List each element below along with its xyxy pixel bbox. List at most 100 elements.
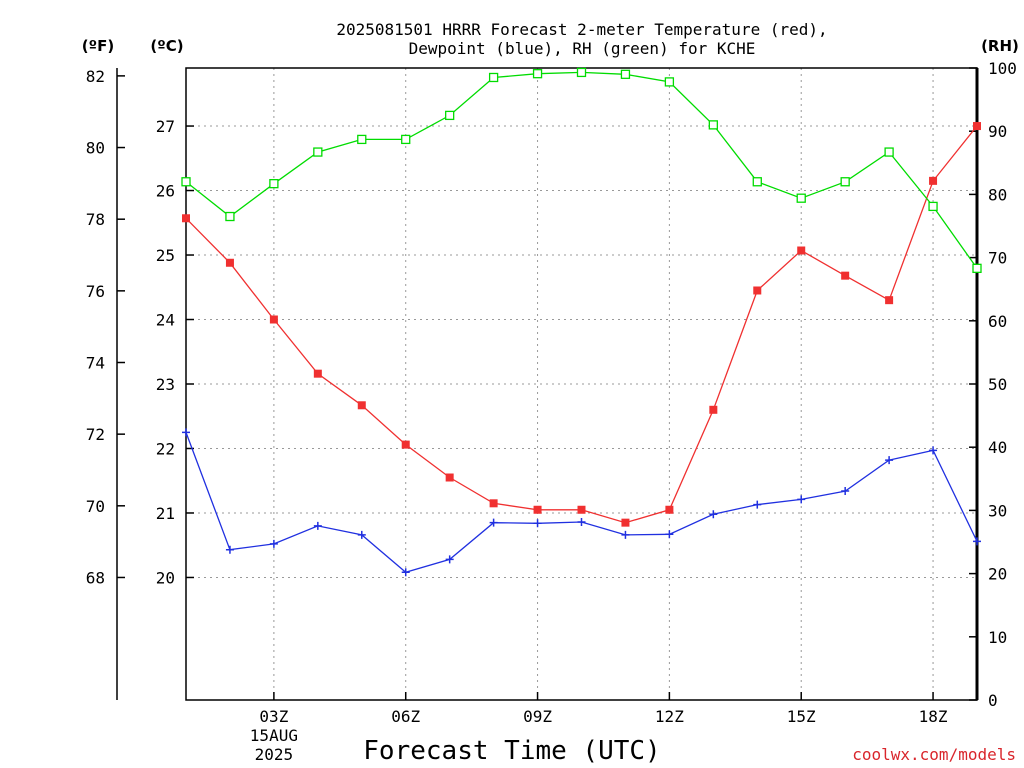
dewpoint-point bbox=[929, 446, 938, 455]
celsius-tick-label: 27 bbox=[156, 117, 175, 136]
rh-point bbox=[620, 69, 631, 79]
temperature-point bbox=[753, 286, 762, 295]
fahrenheit-unit-label: (ºF) bbox=[82, 37, 114, 55]
rh-point bbox=[752, 177, 762, 187]
celsius-tick-label: 26 bbox=[156, 182, 175, 201]
temperature-point bbox=[577, 505, 586, 514]
temperature-point bbox=[357, 401, 366, 410]
rh-tick-label: 70 bbox=[988, 249, 1007, 268]
chart-title-line2: Dewpoint (blue), RH (green) for KCHE bbox=[409, 39, 756, 58]
dewpoint-point bbox=[621, 530, 630, 539]
rh-point bbox=[357, 134, 367, 145]
dewpoint-point bbox=[533, 519, 542, 528]
dewpoint-point bbox=[225, 545, 234, 554]
rh-point bbox=[401, 134, 411, 145]
rh-tick-label: 60 bbox=[988, 312, 1007, 331]
temperature-point bbox=[313, 369, 322, 378]
rh-point bbox=[928, 201, 938, 212]
temperature-point bbox=[401, 440, 410, 449]
chart-title-line1: 2025081501 HRRR Forecast 2-meter Tempera… bbox=[336, 20, 827, 39]
rh-point bbox=[488, 72, 499, 83]
temperature-point bbox=[665, 505, 674, 514]
fahrenheit-tick-label: 76 bbox=[86, 282, 105, 301]
rh-point bbox=[884, 147, 894, 157]
rh-point bbox=[972, 263, 982, 273]
fahrenheit-tick-label: 70 bbox=[86, 497, 105, 516]
temperature-point bbox=[225, 258, 234, 267]
dewpoint-point bbox=[885, 456, 894, 465]
temperature-point bbox=[621, 518, 630, 527]
rh-point bbox=[269, 179, 279, 189]
temperature-point bbox=[797, 246, 806, 255]
celsius-unit-label: (ºC) bbox=[150, 37, 183, 55]
time-tick-label: 12Z bbox=[655, 707, 684, 726]
rh-tick-label: 50 bbox=[988, 375, 1007, 394]
series-group bbox=[181, 67, 982, 577]
rh-tick-label: 100 bbox=[988, 59, 1017, 78]
celsius-tick-label: 22 bbox=[156, 439, 175, 458]
credit-text: coolwx.com/models bbox=[852, 745, 1016, 764]
time-tick-label: 03Z bbox=[259, 707, 288, 726]
fahrenheit-tick-label: 78 bbox=[86, 210, 105, 229]
celsius-tick-label: 20 bbox=[156, 568, 175, 587]
grid-lines bbox=[186, 68, 977, 700]
rh-point bbox=[445, 110, 455, 121]
fahrenheit-tick-label: 80 bbox=[86, 139, 105, 158]
rh-line bbox=[185, 71, 978, 269]
rh-tick-label: 40 bbox=[988, 438, 1007, 457]
rh-tick-label: 90 bbox=[988, 122, 1007, 141]
dewpoint-point bbox=[753, 500, 762, 509]
rh-tick-label: 80 bbox=[988, 185, 1007, 204]
dewpoint-point bbox=[665, 530, 674, 539]
celsius-tick-label: 25 bbox=[156, 246, 175, 265]
rh-unit-label: (RH) bbox=[981, 37, 1019, 55]
time-tick-label: 09Z bbox=[523, 707, 552, 726]
dewpoint-point bbox=[709, 510, 718, 519]
time-tick-label: 06Z bbox=[391, 707, 420, 726]
rh-axis: 0 10 20 30 40 50 60 70 80 90 100 bbox=[969, 59, 1017, 710]
temperature-point bbox=[973, 122, 981, 131]
rh-point bbox=[181, 177, 191, 187]
dewpoint-point bbox=[973, 537, 981, 546]
temperature-point bbox=[269, 315, 278, 324]
temperature-point bbox=[709, 405, 718, 414]
fahrenheit-axis: 68 70 72 74 76 78 80 82 bbox=[86, 67, 125, 587]
dewpoint-point bbox=[445, 555, 454, 564]
dewpoint-point bbox=[313, 521, 322, 530]
dewpoint-point bbox=[269, 539, 278, 548]
rh-point bbox=[532, 69, 543, 79]
dewpoint-point bbox=[401, 568, 410, 577]
rh-tick-label: 10 bbox=[988, 628, 1007, 647]
dewpoint-line bbox=[185, 432, 978, 574]
temperature-point bbox=[885, 296, 894, 305]
rh-tick-label: 30 bbox=[988, 501, 1007, 520]
fahrenheit-tick-label: 68 bbox=[86, 568, 105, 587]
dewpoint-point bbox=[489, 518, 498, 527]
date-label: 15AUG bbox=[250, 726, 298, 745]
temperature-point bbox=[182, 214, 190, 223]
rh-tick-label: 20 bbox=[988, 565, 1007, 584]
rh-point bbox=[708, 120, 718, 130]
rh-point bbox=[796, 193, 806, 203]
celsius-axis: 20 21 22 23 24 25 26 27 bbox=[156, 117, 194, 587]
dewpoint-point bbox=[797, 495, 806, 504]
temperature-line bbox=[185, 125, 978, 524]
temperature-point bbox=[841, 271, 850, 280]
fahrenheit-tick-label: 72 bbox=[86, 425, 105, 444]
celsius-tick-label: 24 bbox=[156, 311, 175, 330]
dewpoint-point bbox=[182, 428, 190, 437]
temperature-point bbox=[445, 473, 454, 482]
x-axis-label: Forecast Time (UTC) bbox=[363, 736, 660, 766]
temperature-point bbox=[533, 505, 542, 514]
dewpoint-point bbox=[841, 487, 850, 496]
fahrenheit-tick-label: 82 bbox=[86, 67, 105, 86]
rh-point bbox=[840, 177, 850, 187]
rh-point bbox=[313, 147, 323, 157]
rh-point bbox=[664, 77, 675, 87]
dewpoint-point bbox=[577, 518, 586, 527]
rh-point bbox=[576, 67, 587, 78]
year-label: 2025 bbox=[255, 745, 294, 764]
celsius-tick-label: 21 bbox=[156, 504, 175, 523]
